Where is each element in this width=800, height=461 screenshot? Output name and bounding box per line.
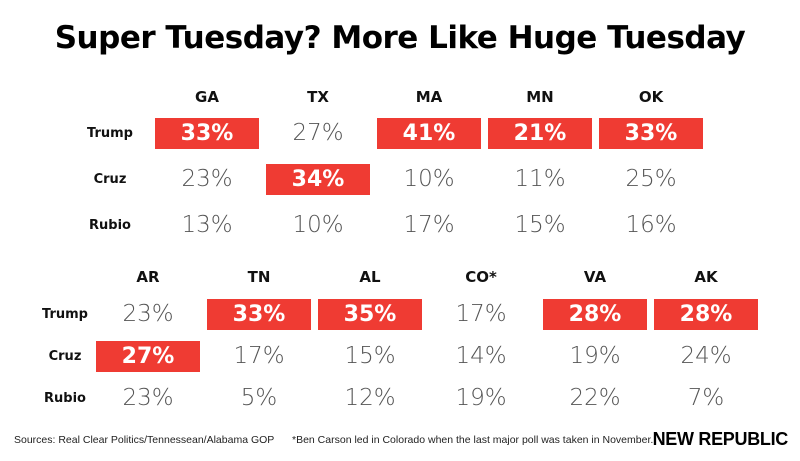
value-cell: 15% <box>344 343 396 369</box>
column-header-AR: AR <box>136 268 160 286</box>
column-header-GA: GA <box>195 88 219 106</box>
winner-cell: 28% <box>543 299 647 330</box>
winner-cell: 33% <box>155 118 259 149</box>
value-cell: 16% <box>625 212 677 238</box>
winner-cell: 41% <box>377 118 481 149</box>
value-cell: 23% <box>122 301 174 327</box>
chart-title: Super Tuesday? More Like Huge Tuesday <box>54 20 746 56</box>
winner-cell: 34% <box>266 164 370 195</box>
value-cell: 19% <box>569 343 621 369</box>
footnote: *Ben Carson led in Colorado when the las… <box>292 434 654 446</box>
value-cell: 17% <box>233 343 285 369</box>
winner-cell: 33% <box>207 299 311 330</box>
value-cell: 12% <box>344 385 396 411</box>
winner-cell: 33% <box>599 118 703 149</box>
value-cell: 25% <box>625 166 677 192</box>
row-label-trump: Trump <box>87 126 133 141</box>
value-cell: 24% <box>680 343 732 369</box>
sources-note: Sources: Real Clear Politics/Tennessean/… <box>14 434 275 446</box>
winner-cell: 28% <box>654 299 758 330</box>
value-cell: 11% <box>514 166 566 192</box>
column-header-VA: VA <box>583 268 607 286</box>
value-cell: 10% <box>292 212 344 238</box>
row-label-trump: Trump <box>42 307 88 322</box>
value-cell: 27% <box>292 120 344 146</box>
value-cell: 10% <box>403 166 455 192</box>
value-cell: 23% <box>122 385 174 411</box>
value-cell: 5% <box>240 385 278 411</box>
value-cell: 23% <box>181 166 233 192</box>
winner-cell: 21% <box>488 118 592 149</box>
row-label-cruz: Cruz <box>93 172 127 187</box>
column-header-CO: CO* <box>465 268 497 286</box>
column-header-AL: AL <box>359 268 381 286</box>
brand-logo: NEW REPUBLIC <box>652 429 789 449</box>
value-cell: 15% <box>514 212 566 238</box>
value-cell: 7% <box>687 385 725 411</box>
value-cell: 17% <box>455 301 507 327</box>
row-label-rubio: Rubio <box>89 218 131 233</box>
row-label-rubio: Rubio <box>44 391 86 406</box>
winner-cell: 27% <box>96 341 200 372</box>
value-cell: 19% <box>455 385 507 411</box>
winner-cell: 35% <box>318 299 422 330</box>
value-cell: 17% <box>403 212 455 238</box>
column-header-TX: TX <box>307 88 329 106</box>
value-cell: 22% <box>569 385 621 411</box>
column-header-TN: TN <box>247 268 271 286</box>
column-header-MA: MA <box>415 88 443 106</box>
column-header-MN: MN <box>526 88 554 106</box>
value-cell: 14% <box>455 343 507 369</box>
value-cell: 13% <box>181 212 233 238</box>
column-header-OK: OK <box>638 88 664 106</box>
column-header-AK: AK <box>694 268 718 286</box>
row-label-cruz: Cruz <box>48 349 82 364</box>
